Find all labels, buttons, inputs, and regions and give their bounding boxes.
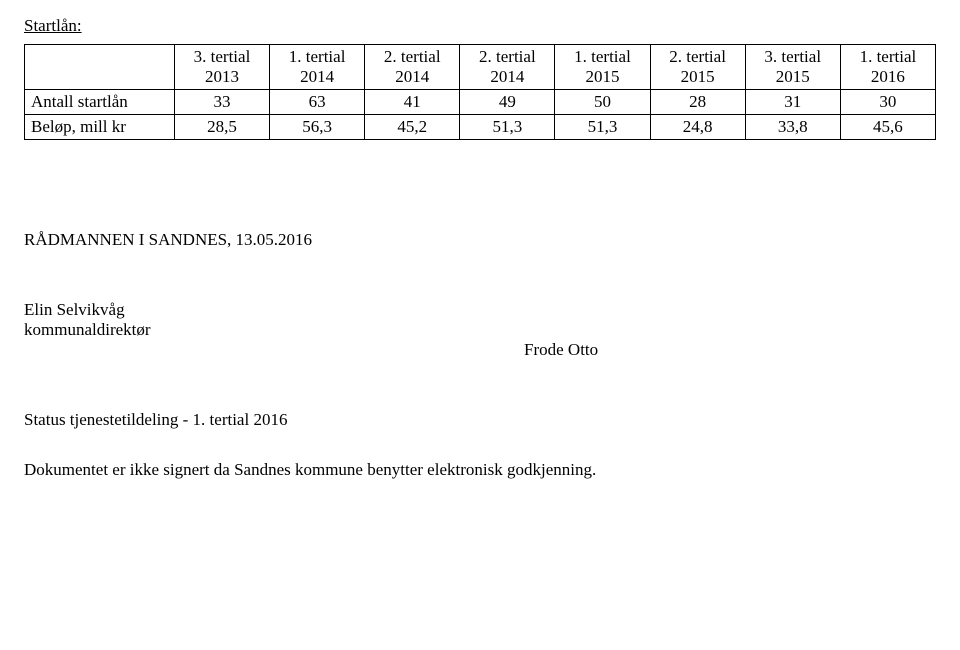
cell: 56,3 bbox=[270, 115, 365, 140]
table-header-row: 3. tertial2013 1. tertial2014 2. tertial… bbox=[25, 45, 936, 90]
heading: Startlån: bbox=[24, 16, 936, 36]
cell: 49 bbox=[460, 90, 555, 115]
col-line2: 2014 bbox=[490, 67, 524, 86]
col-line1: 1. tertial bbox=[289, 47, 346, 66]
header-blank bbox=[25, 45, 175, 90]
col-line2: 2016 bbox=[871, 67, 905, 86]
cell: 63 bbox=[270, 90, 365, 115]
col-header: 2. tertial2015 bbox=[650, 45, 745, 90]
col-line2: 2015 bbox=[681, 67, 715, 86]
col-line2: 2014 bbox=[300, 67, 334, 86]
col-header: 3. tertial2013 bbox=[174, 45, 269, 90]
signature-block: Elin Selvikvåg kommunaldirektør Frode Ot… bbox=[24, 300, 936, 360]
signer-name: Elin Selvikvåg bbox=[24, 300, 936, 320]
status-line: Status tjenestetildeling - 1. tertial 20… bbox=[24, 410, 936, 430]
col-header: 2. tertial2014 bbox=[365, 45, 460, 90]
table-row: Beløp, mill kr 28,5 56,3 45,2 51,3 51,3 … bbox=[25, 115, 936, 140]
col-header: 1. tertial2015 bbox=[555, 45, 650, 90]
startlan-table: 3. tertial2013 1. tertial2014 2. tertial… bbox=[24, 44, 936, 140]
cell: 33 bbox=[174, 90, 269, 115]
cell: 51,3 bbox=[555, 115, 650, 140]
cell: 45,6 bbox=[840, 115, 935, 140]
col-line1: 2. tertial bbox=[384, 47, 441, 66]
col-line1: 3. tertial bbox=[194, 47, 251, 66]
row-label: Antall startlån bbox=[25, 90, 175, 115]
table-row: Antall startlån 33 63 41 49 50 28 31 30 bbox=[25, 90, 936, 115]
col-header: 3. tertial2015 bbox=[745, 45, 840, 90]
row-label: Beløp, mill kr bbox=[25, 115, 175, 140]
col-line2: 2015 bbox=[585, 67, 619, 86]
col-header: 1. tertial2014 bbox=[270, 45, 365, 90]
col-line2: 2014 bbox=[395, 67, 429, 86]
col-line1: 1. tertial bbox=[860, 47, 917, 66]
col-line1: 2. tertial bbox=[669, 47, 726, 66]
cell: 51,3 bbox=[460, 115, 555, 140]
col-line1: 1. tertial bbox=[574, 47, 631, 66]
cell: 30 bbox=[840, 90, 935, 115]
right-signer: Frode Otto bbox=[524, 340, 936, 360]
cell: 31 bbox=[745, 90, 840, 115]
col-line1: 3. tertial bbox=[764, 47, 821, 66]
col-header: 2. tertial2014 bbox=[460, 45, 555, 90]
cell: 45,2 bbox=[365, 115, 460, 140]
col-line2: 2015 bbox=[776, 67, 810, 86]
col-line1: 2. tertial bbox=[479, 47, 536, 66]
col-line2: 2013 bbox=[205, 67, 239, 86]
cell: 28,5 bbox=[174, 115, 269, 140]
signer-title: kommunaldirektør bbox=[24, 320, 936, 340]
cell: 50 bbox=[555, 90, 650, 115]
cell: 33,8 bbox=[745, 115, 840, 140]
document-note: Dokumentet er ikke signert da Sandnes ko… bbox=[24, 460, 936, 480]
cell: 41 bbox=[365, 90, 460, 115]
cell: 28 bbox=[650, 90, 745, 115]
cell: 24,8 bbox=[650, 115, 745, 140]
section-line: RÅDMANNEN I SANDNES, 13.05.2016 bbox=[24, 230, 936, 250]
col-header: 1. tertial2016 bbox=[840, 45, 935, 90]
